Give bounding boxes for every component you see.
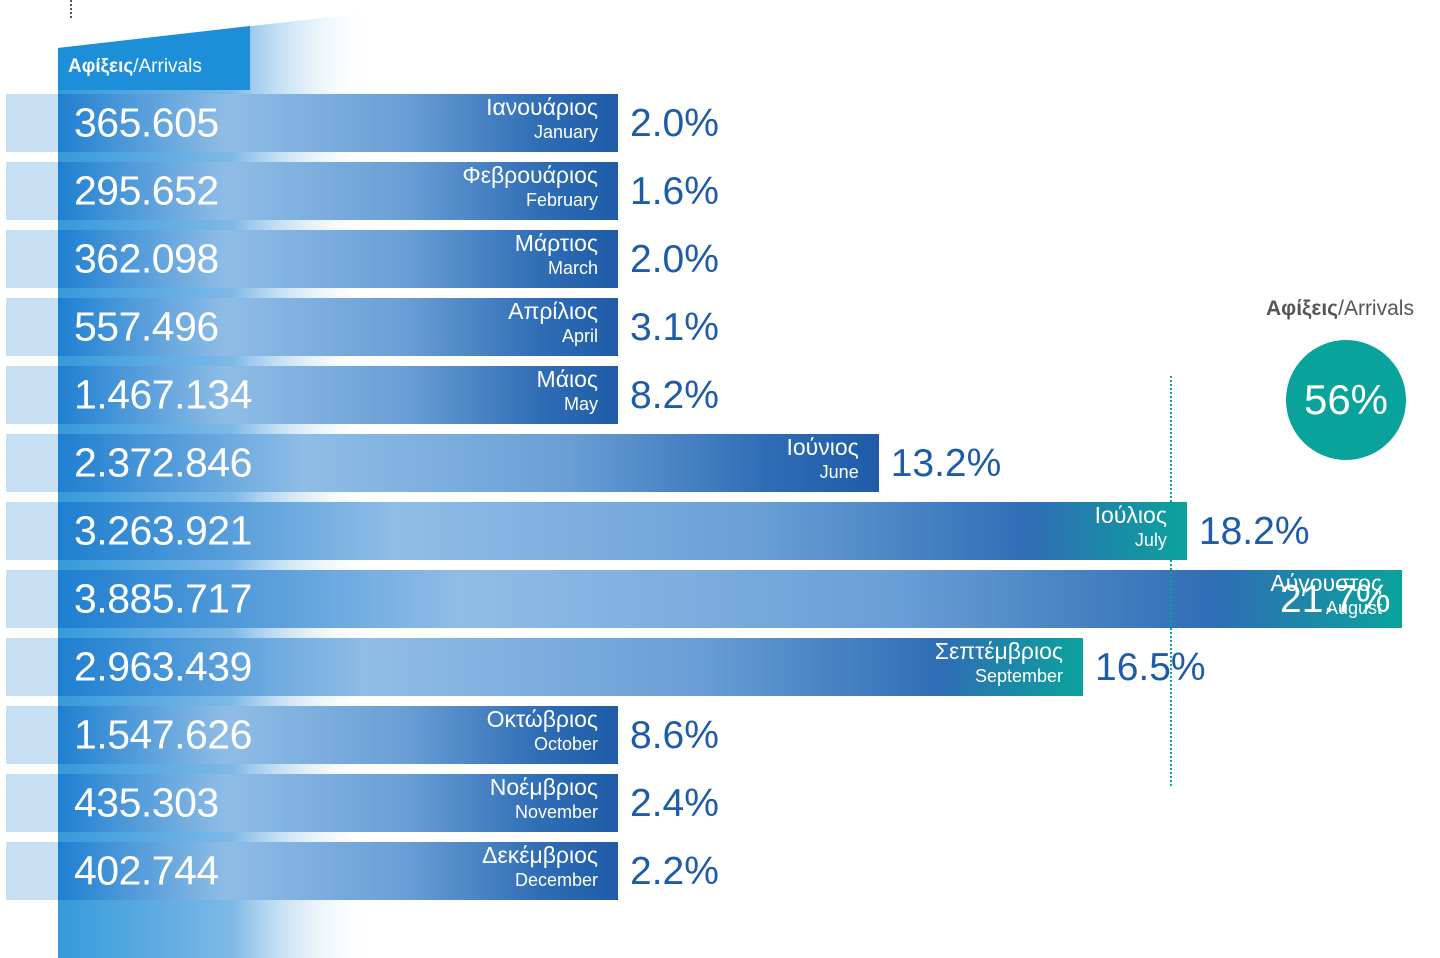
bar-september: 2.963.439 Σεπτέμβριος September [58,638,1083,696]
month-label-greek: Φεβρουάριος [462,162,598,188]
row-stub [6,162,60,220]
bar-value-label: 362.098 [74,235,219,282]
bar-percent-label: 21.7% [1280,578,1391,621]
month-label-english: May [563,394,598,414]
month-label-english: March [547,258,598,278]
month-label: Ιούνιος June [786,434,859,482]
row-stub [6,706,60,764]
bar-percent-label: 3.1% [630,306,719,349]
row-stub [6,94,60,152]
bar-march: 362.098 Μάρτιος March [58,230,618,288]
month-label-english: June [819,462,859,482]
month-label-greek: Νοέμβριος [489,774,598,800]
month-label-english: September [974,666,1063,686]
bar-june: 2.372.846 Ιούνιος June [58,434,879,492]
bar-value-label: 2.963.439 [74,643,252,690]
bar-value-label: 1.467.134 [74,371,252,418]
month-label: Ιανουάριος January [486,94,598,142]
row-stub [6,842,60,900]
month-label: Αύγουστος August [1270,570,1382,618]
month-label-greek: Δεκέμβριος [482,842,598,868]
bar-percent-label: 2.2% [630,850,719,893]
bar-value-label: 1.547.626 [74,711,252,758]
bar-value-label: 402.744 [74,847,219,894]
month-label-greek: Ιανουάριος [486,94,598,120]
bar-percent-label: 13.2% [890,442,1002,485]
bar-percent-label: 18.2% [1198,510,1310,553]
month-label-english: July [1134,530,1167,550]
month-label: Δεκέμβριος December [482,842,598,890]
month-label: Απρίλιος April [508,298,598,346]
bar-percent-label: 1.6% [630,170,719,213]
bar-january: 365.605 Ιανουάριος January [58,94,618,152]
bar-value-label: 2.372.846 [74,439,252,486]
month-label-english: April [561,326,598,346]
bar-may: 1.467.134 Μάιος May [58,366,618,424]
month-label-english: December [514,870,598,890]
summary-share-badge: 56% [1286,340,1406,460]
month-label-greek: Απρίλιος [508,298,598,324]
threshold-line [1170,376,1172,786]
bar-percent-label: 8.6% [630,714,719,757]
row-stub [6,638,60,696]
month-label: Νοέμβριος November [489,774,598,822]
row-stub [6,774,60,832]
bar-october: 1.547.626 Οκτώβριος October [58,706,618,764]
row-stub [6,502,60,560]
header-band [58,26,250,90]
month-label-greek: Σεπτέμβριος [934,638,1063,664]
month-label-greek: Οκτώβριος [486,706,598,732]
month-label-english: August [1325,598,1382,618]
bar-april: 557.496 Απρίλιος April [58,298,618,356]
bar-value-label: 3.263.921 [74,507,252,554]
summary-title-rest: /Arrivals [1338,297,1414,320]
bar-july: 3.263.921 Ιούλιος July [58,502,1187,560]
month-label-english: January [533,122,598,142]
bar-november: 435.303 Νοέμβριος November [58,774,618,832]
bar-percent-label: 16.5% [1095,646,1206,689]
month-label: Φεβρουάριος February [462,162,598,210]
month-label-greek: Ιούλιος [1094,502,1167,528]
header-title-bold: Αφίξεις [68,56,134,77]
month-label: Μάιος May [536,366,598,414]
bar-value-label: 435.303 [74,779,219,826]
month-label: Σεπτέμβριος September [934,638,1063,686]
bar-february: 295.652 Φεβρουάριος February [58,162,618,220]
chart-header: Αφίξεις/Arrivals [68,56,202,78]
month-label-english: February [525,190,598,210]
bar-percent-label: 8.2% [630,374,719,417]
bar-value-label: 3.885.717 [74,575,252,622]
bar-percent-label: 2.4% [630,782,719,825]
bar-percent-label: 2.0% [630,102,719,145]
bar-august: 3.885.717 Αύγουστος August [58,570,1402,628]
month-label-greek: Μάιος [536,366,598,392]
top-marker-line [70,0,72,18]
month-label-greek: Αύγουστος [1270,570,1382,596]
month-label-english: October [533,734,598,754]
month-label: Ιούλιος July [1094,502,1167,550]
row-stub [6,230,60,288]
row-stub [6,434,60,492]
bar-value-label: 365.605 [74,99,219,146]
bar-value-label: 557.496 [74,303,219,350]
row-stub [6,298,60,356]
header-title-rest: /Arrivals [133,56,202,77]
summary-title: Αφίξεις/Arrivals [1266,297,1414,321]
summary-title-bold: Αφίξεις [1266,297,1339,320]
month-label: Οκτώβριος October [486,706,598,754]
month-label-english: November [514,802,598,822]
month-label-greek: Μάρτιος [514,230,598,256]
month-label-greek: Ιούνιος [786,434,859,460]
bar-percent-label: 2.0% [630,238,719,281]
bar-december: 402.744 Δεκέμβριος December [58,842,618,900]
month-label: Μάρτιος March [514,230,598,278]
row-stub [6,366,60,424]
row-stub [6,570,60,628]
bar-value-label: 295.652 [74,167,219,214]
